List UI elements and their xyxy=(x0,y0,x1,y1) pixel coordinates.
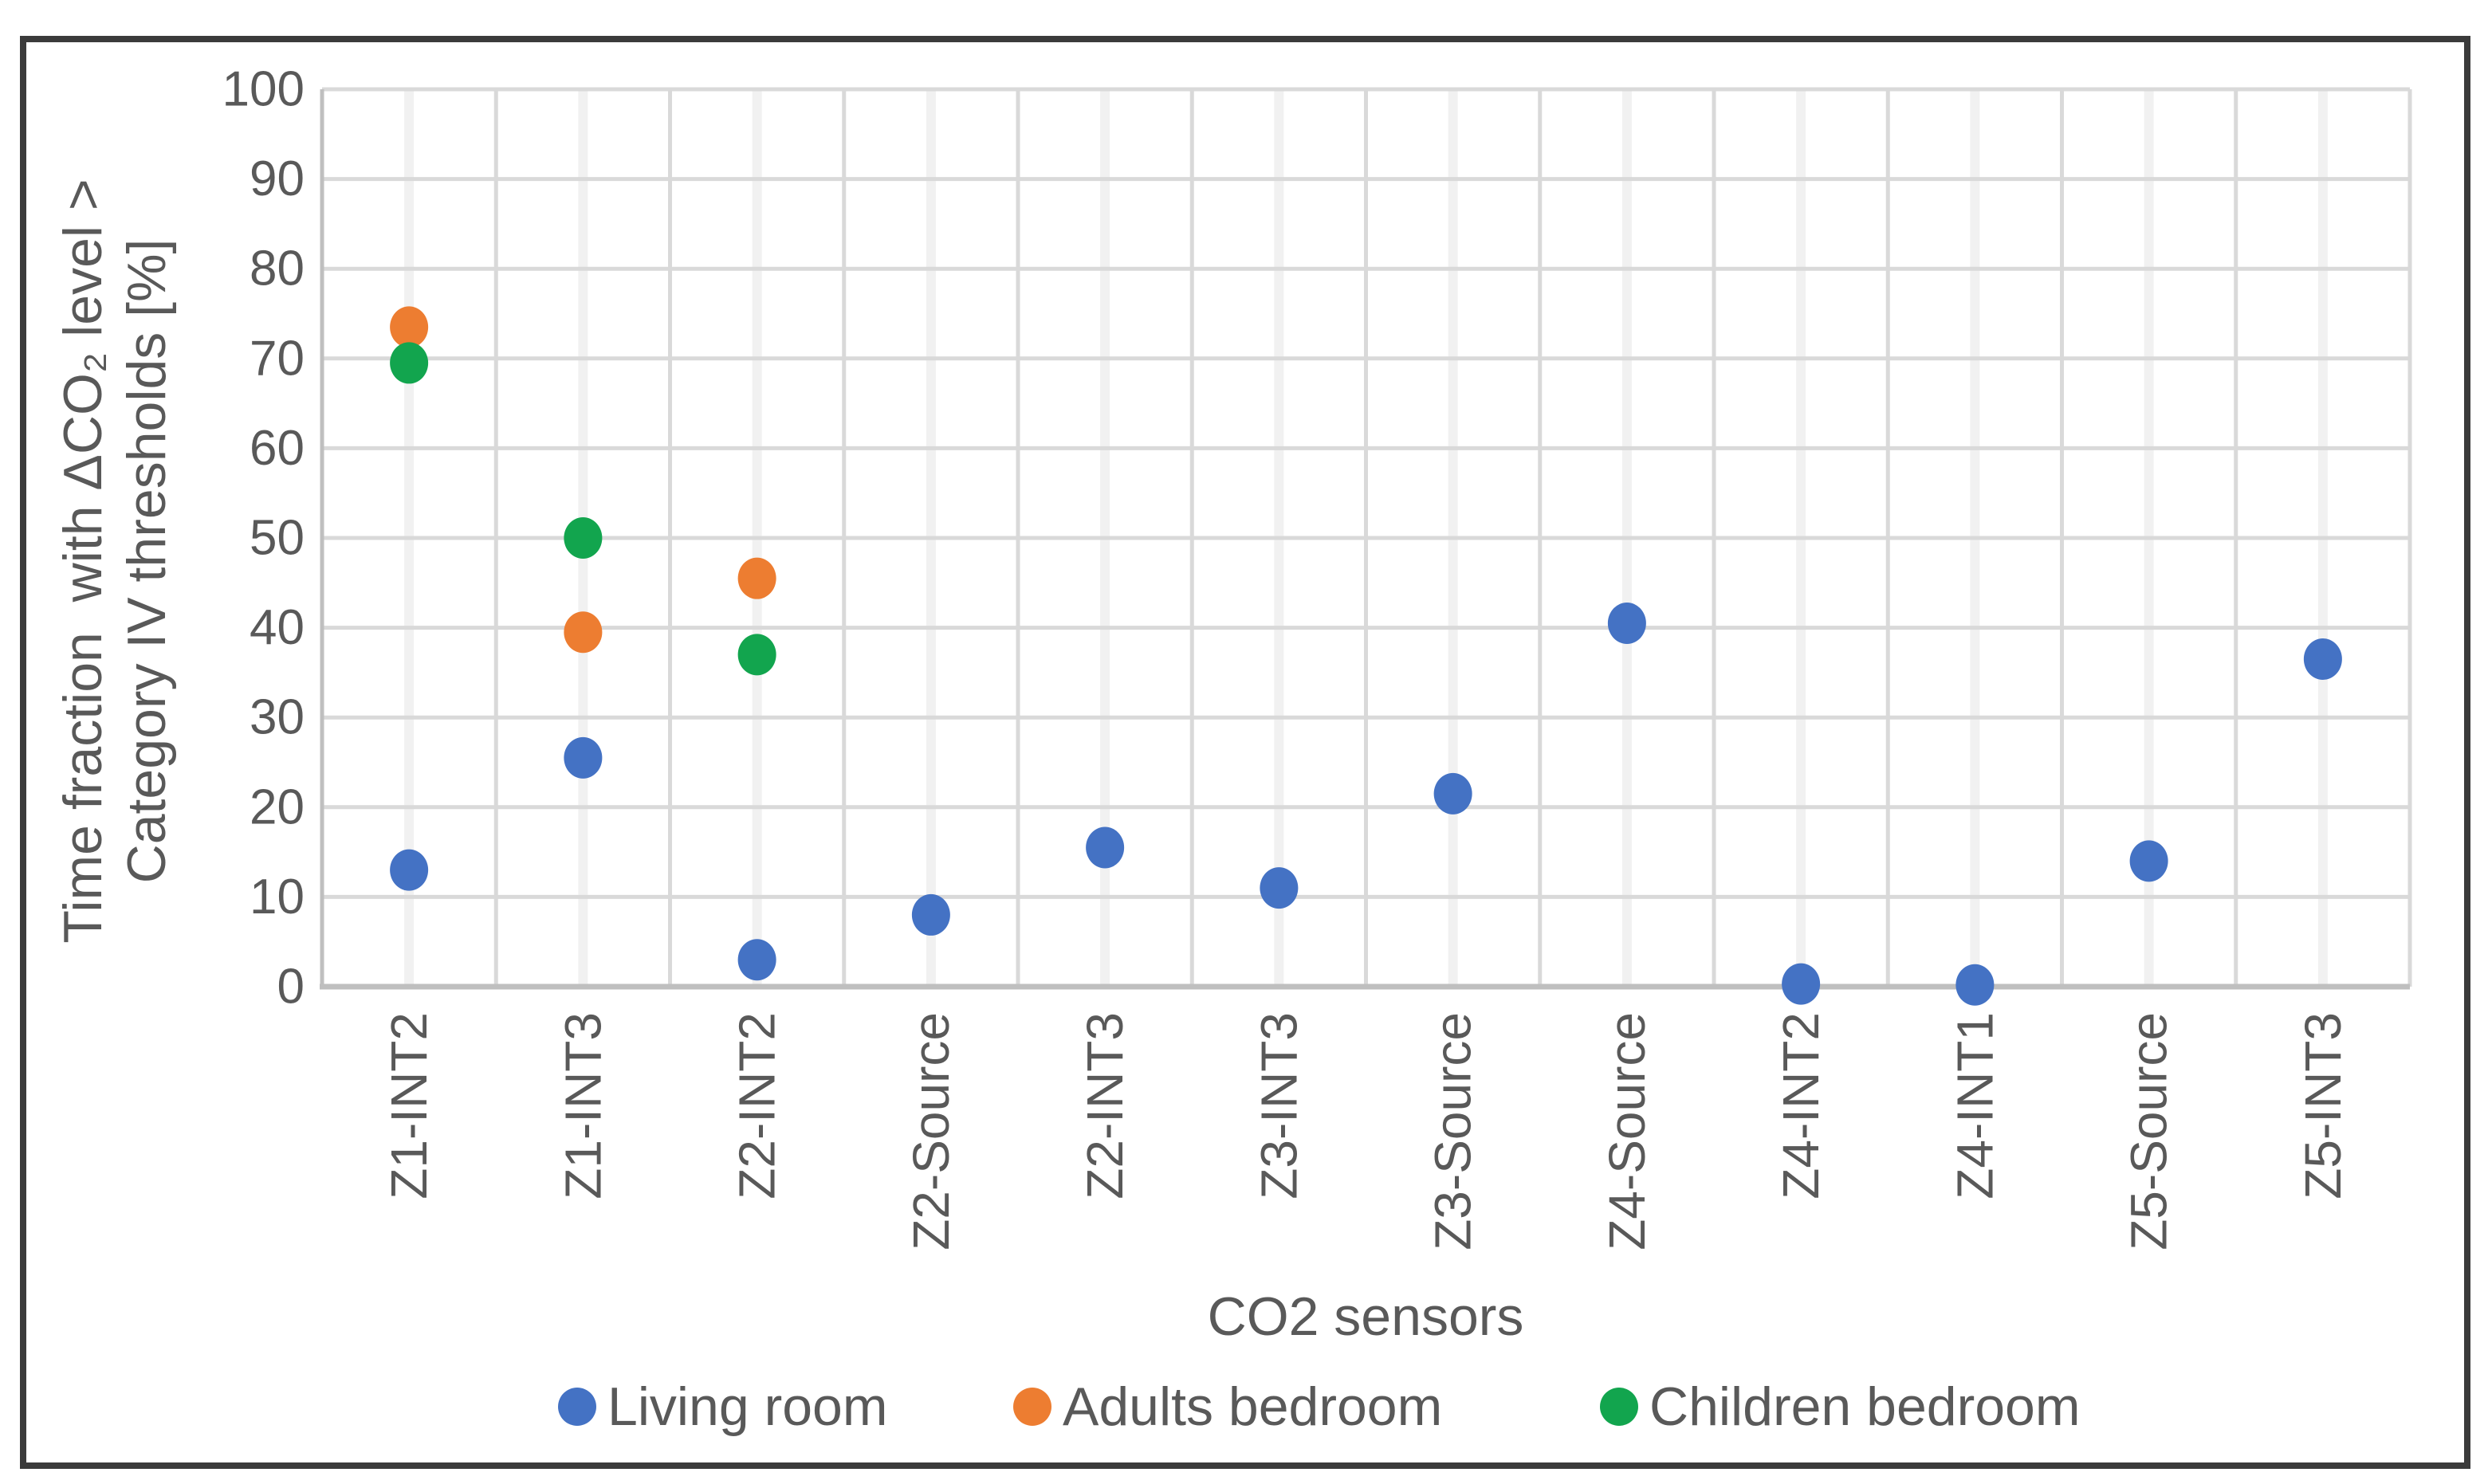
axis-lines xyxy=(320,89,2410,990)
y-tick-label: 90 xyxy=(250,151,305,206)
y-axis-tick-labels: 0 10 20 30 40 50 60 70 80 90 100 xyxy=(222,62,305,1015)
y-tick-label: 80 xyxy=(250,241,305,296)
data-point xyxy=(737,634,776,676)
y-axis-title-line2: Category IV thresholds [%] xyxy=(116,239,177,884)
children-bedroom-marker-icon xyxy=(1600,1388,1638,1426)
y-tick-label: 70 xyxy=(250,331,305,386)
legend-label-adults-bedroom: Adults bedroom xyxy=(1063,1376,1442,1437)
data-point xyxy=(390,342,429,384)
data-point xyxy=(564,517,603,559)
data-point xyxy=(2303,638,2342,681)
y-tick-label: 60 xyxy=(250,421,305,476)
x-category-label: Z3-INT3 xyxy=(1250,1012,1307,1199)
data-point xyxy=(2129,840,2168,882)
data-point xyxy=(564,611,603,654)
data-point xyxy=(1782,963,1821,1005)
data-point xyxy=(1433,772,1472,815)
data-point xyxy=(1955,964,1995,1006)
data-point xyxy=(1607,602,1646,644)
horizontal-gridlines xyxy=(322,87,2410,989)
x-category-label: Z4-INT1 xyxy=(1946,1012,2003,1199)
data-point xyxy=(390,306,429,348)
legend-item: Living room xyxy=(558,1376,888,1437)
data-point xyxy=(737,939,776,981)
x-category-label: Z2-INT2 xyxy=(729,1012,786,1199)
legend: Living room Adults bedroom Children bedr… xyxy=(558,1376,2081,1437)
x-category-label: Z1-INT3 xyxy=(554,1012,611,1199)
x-category-label: Z4-INT2 xyxy=(1772,1012,1830,1199)
x-category-label: Z3-Source xyxy=(1425,1012,1482,1250)
data-point xyxy=(737,557,776,599)
legend-item: Children bedroom xyxy=(1600,1376,2081,1437)
x-axis-category-labels: Z1-INT2 Z1-INT3 Z2-INT2 Z2-Source Z2-INT3 Z3-… xyxy=(380,1012,2352,1250)
x-axis-title: CO2 sensors xyxy=(1208,1286,1524,1347)
living-room-marker-icon xyxy=(558,1388,596,1426)
y-tick-label: 50 xyxy=(250,511,305,566)
data-point xyxy=(1260,867,1299,909)
x-category-label: Z2-Source xyxy=(902,1012,960,1250)
data-point xyxy=(390,849,429,891)
x-category-label: Z5-INT3 xyxy=(2294,1012,2352,1199)
y-tick-label: 10 xyxy=(250,870,305,925)
y-tick-label: 100 xyxy=(222,62,305,117)
legend-item: Adults bedroom xyxy=(1013,1376,1442,1437)
y-tick-label: 0 xyxy=(277,960,305,1015)
figure-border xyxy=(20,36,2470,1469)
x-category-label: Z5-Source xyxy=(2120,1012,2178,1250)
x-category-label: Z4-Source xyxy=(1598,1012,1656,1250)
x-category-label: Z1-INT2 xyxy=(380,1012,438,1199)
y-tick-label: 20 xyxy=(250,779,305,834)
data-point xyxy=(564,736,603,779)
y-tick-label: 30 xyxy=(250,690,305,745)
legend-label-living-room: Living room xyxy=(607,1376,888,1437)
data-point xyxy=(1086,826,1125,869)
y-axis-title-line1: Time fraction with ΔCO₂ level > xyxy=(53,179,113,943)
legend-label-children-bedroom: Children bedroom xyxy=(1649,1376,2081,1437)
adults-bedroom-marker-icon xyxy=(1013,1388,1051,1426)
data-points xyxy=(390,306,2342,1006)
y-tick-label: 40 xyxy=(250,600,305,655)
x-category-label: Z2-INT3 xyxy=(1076,1012,1134,1199)
data-point xyxy=(911,893,950,936)
